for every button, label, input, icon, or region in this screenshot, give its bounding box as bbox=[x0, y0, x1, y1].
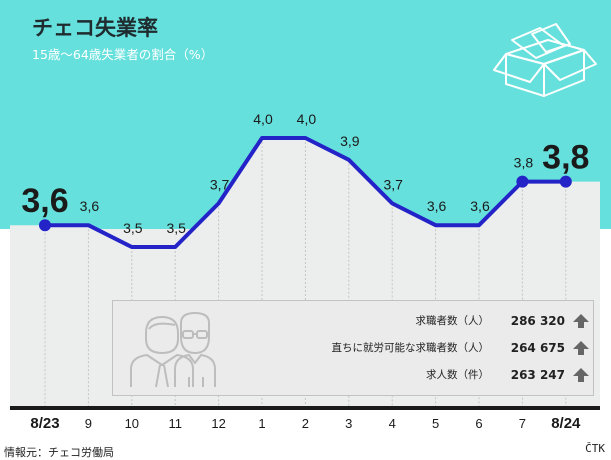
x-tick-label: 7 bbox=[519, 416, 526, 431]
info-value: 264 675 bbox=[510, 340, 565, 355]
data-label: 4,0 bbox=[297, 111, 317, 127]
chart-title: チェコ失業率 bbox=[32, 16, 158, 40]
info-label: 求職者数（人） bbox=[415, 315, 490, 327]
arrow-up-icon bbox=[573, 313, 589, 328]
info-rows: 求職者数（人） 286 320 直ちに就労可能な求職者数（人） 264 675 … bbox=[309, 307, 591, 388]
x-tick-label: 4 bbox=[389, 416, 396, 431]
job-seekers-info-box: 求職者数（人） 286 320 直ちに就労可能な求職者数（人） 264 675 … bbox=[112, 300, 594, 396]
arrow-up-icon bbox=[573, 340, 589, 355]
x-tick-label: 11 bbox=[168, 416, 182, 431]
info-row-available-job-seekers: 直ちに就労可能な求職者数（人） 264 675 bbox=[309, 334, 591, 361]
x-tick-label: 12 bbox=[211, 416, 225, 431]
data-label: 3,8 bbox=[514, 155, 534, 171]
data-label: 3,9 bbox=[340, 133, 360, 149]
info-row-job-seekers: 求職者数（人） 286 320 bbox=[309, 307, 591, 334]
agency-credit: ČTK bbox=[585, 442, 605, 455]
data-label: 3,5 bbox=[166, 220, 186, 236]
info-row-job-openings: 求人数（件） 263 247 bbox=[309, 361, 591, 388]
data-point bbox=[39, 219, 51, 232]
data-label: 4,0 bbox=[253, 111, 273, 127]
x-tick-label: 6 bbox=[475, 416, 482, 431]
data-points bbox=[39, 175, 572, 232]
job-seekers-icon bbox=[130, 312, 216, 388]
x-tick-label: 10 bbox=[125, 416, 139, 431]
source-note: 情報元：チェコ労働局 bbox=[4, 446, 114, 459]
x-tick-label: 8/24 bbox=[551, 415, 581, 432]
data-label: 3,6 bbox=[470, 198, 490, 214]
info-label: 求人数（件） bbox=[426, 369, 489, 381]
chart-subtitle: 15歳〜64歳失業者の割合（%） bbox=[32, 47, 214, 62]
data-label: 3,8 bbox=[542, 139, 589, 177]
info-value: 286 320 bbox=[510, 313, 565, 328]
data-point bbox=[516, 175, 529, 188]
x-axis-tick-labels: 8/23 9 10 11 12 1 2 3 4 5 6 7 8/24 bbox=[30, 415, 581, 432]
info-label: 直ちに就労可能な求職者数（人） bbox=[331, 342, 490, 354]
data-label: 3,6 bbox=[427, 198, 447, 214]
x-axis-baseline bbox=[10, 406, 600, 410]
data-label: 3,7 bbox=[210, 176, 230, 192]
open-box-icon bbox=[493, 23, 597, 97]
x-tick-label: 8/23 bbox=[30, 415, 59, 432]
x-tick-label: 3 bbox=[345, 416, 352, 431]
data-label: 3,5 bbox=[123, 220, 143, 236]
data-point bbox=[559, 175, 572, 188]
data-labels: 3,6 3,6 3,5 3,5 3,7 4,0 4,0 3,9 3,7 3,6 3,6 3,8 3,8 bbox=[21, 111, 589, 236]
series-line bbox=[43, 136, 568, 249]
x-tick-label: 2 bbox=[302, 416, 309, 431]
info-value: 263 247 bbox=[510, 367, 565, 382]
data-label: 3,6 bbox=[80, 198, 100, 214]
x-tick-label: 5 bbox=[432, 416, 439, 431]
arrow-up-icon bbox=[573, 367, 589, 382]
data-label: 3,6 bbox=[21, 182, 68, 220]
data-label: 3,7 bbox=[383, 176, 403, 192]
x-tick-label: 9 bbox=[85, 416, 92, 431]
x-tick-label: 1 bbox=[258, 416, 265, 431]
